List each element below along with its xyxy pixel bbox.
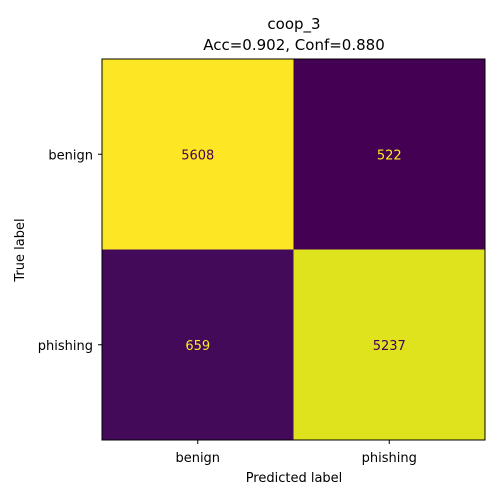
heatmap-cell <box>293 249 485 440</box>
heatmap-cell <box>102 59 294 250</box>
heatmap-cell <box>102 249 294 440</box>
cell-value-label: 5608 <box>181 148 214 163</box>
plot-frame <box>101 58 486 441</box>
y-tick-label: benign <box>48 148 93 163</box>
x-tick-label: benign <box>175 451 220 466</box>
cell-value-label: 522 <box>377 148 402 163</box>
chart-title: coop_3 <box>267 15 320 34</box>
x-axis-label: Predicted label <box>246 471 343 486</box>
heatmap-cells: 5608 522 659 5237 <box>102 59 485 440</box>
cell-value-label: 659 <box>185 339 210 354</box>
y-tick-label: phishing <box>38 339 93 354</box>
axis-ticks: benign phishing benign phishing <box>38 148 417 466</box>
y-axis-label: True label <box>13 218 28 282</box>
chart-subtitle: Acc=0.902, Conf=0.880 <box>203 36 385 54</box>
cell-value-label: 5237 <box>373 339 406 354</box>
heatmap-cell <box>293 59 485 250</box>
x-tick-label: phishing <box>362 451 417 466</box>
